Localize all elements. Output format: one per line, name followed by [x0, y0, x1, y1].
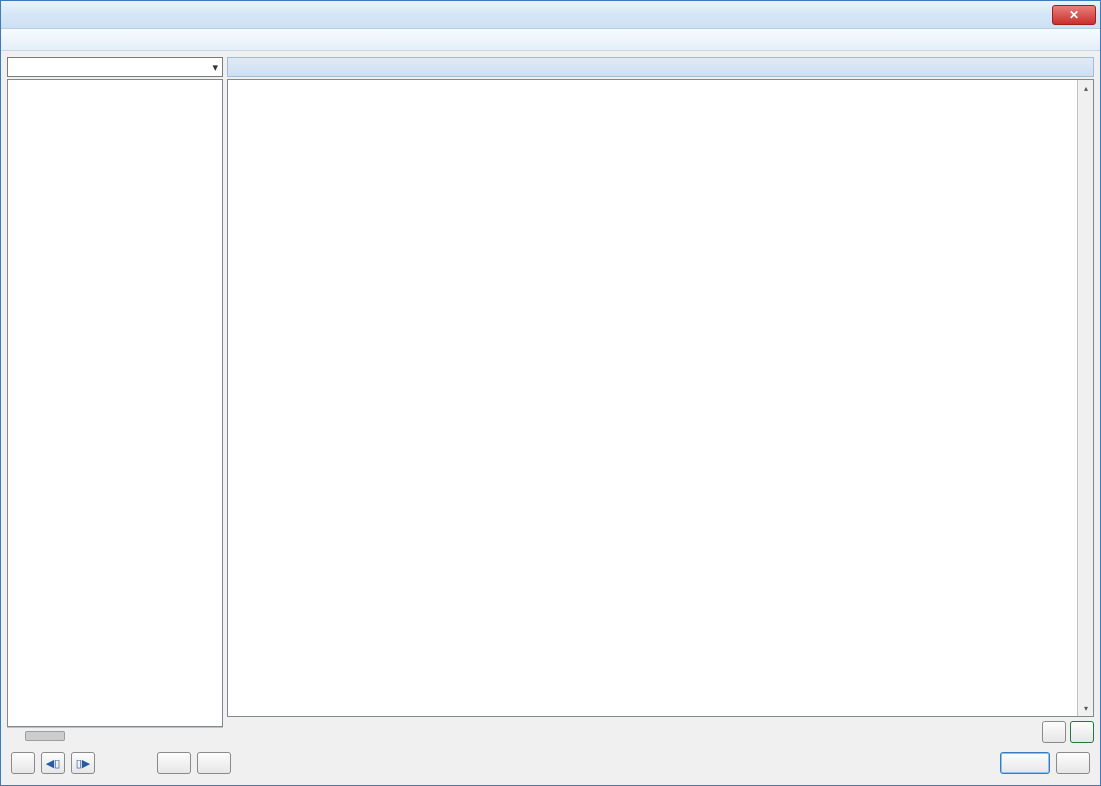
- scrollbar-thumb[interactable]: [25, 731, 65, 741]
- menu-file[interactable]: [5, 37, 25, 43]
- nav-tree: [7, 79, 223, 727]
- next-button[interactable]: ▯▶: [71, 752, 95, 774]
- case-combo[interactable]: [7, 57, 223, 77]
- left-panel: [7, 57, 223, 743]
- view-button[interactable]: [1042, 721, 1066, 743]
- close-icon: ✕: [1069, 8, 1079, 22]
- grid-toolbar: [227, 717, 1094, 743]
- next-icon: ▯▶: [76, 757, 91, 770]
- ok-button[interactable]: [1000, 752, 1050, 774]
- window: ✕: [0, 0, 1101, 786]
- right-panel: [227, 57, 1094, 743]
- body-area: [1, 51, 1100, 749]
- verifica-button[interactable]: [197, 752, 231, 774]
- tree-h-scrollbar[interactable]: [7, 727, 223, 743]
- genera-button[interactable]: [157, 752, 191, 774]
- annulla-button[interactable]: [1056, 752, 1090, 774]
- titlebar: ✕: [1, 1, 1100, 29]
- grid-v-scrollbar[interactable]: [1077, 80, 1093, 716]
- close-button[interactable]: ✕: [1052, 5, 1096, 25]
- prev-button[interactable]: ◀▯: [41, 752, 65, 774]
- help-button[interactable]: [11, 752, 35, 774]
- menubar: [1, 29, 1100, 51]
- footer: ◀▯ ▯▶: [1, 749, 1100, 785]
- prev-icon: ◀▯: [46, 757, 61, 770]
- menu-help[interactable]: [45, 37, 65, 43]
- menu-settings[interactable]: [25, 37, 45, 43]
- tree-root[interactable]: [8, 80, 222, 84]
- excel-export-button[interactable]: [1070, 721, 1094, 743]
- grid-wrap: [227, 79, 1094, 717]
- panel-header: [227, 57, 1094, 77]
